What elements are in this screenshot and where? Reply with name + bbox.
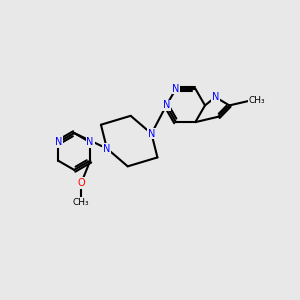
- Text: N: N: [172, 84, 180, 94]
- Text: N: N: [103, 143, 111, 154]
- Text: N: N: [212, 92, 219, 102]
- Text: N: N: [148, 129, 155, 139]
- Text: CH₃: CH₃: [249, 97, 265, 106]
- Text: N: N: [163, 100, 170, 110]
- Text: O: O: [77, 178, 85, 188]
- Text: N: N: [55, 137, 62, 147]
- Text: CH₃: CH₃: [73, 198, 90, 207]
- Text: N: N: [86, 137, 94, 147]
